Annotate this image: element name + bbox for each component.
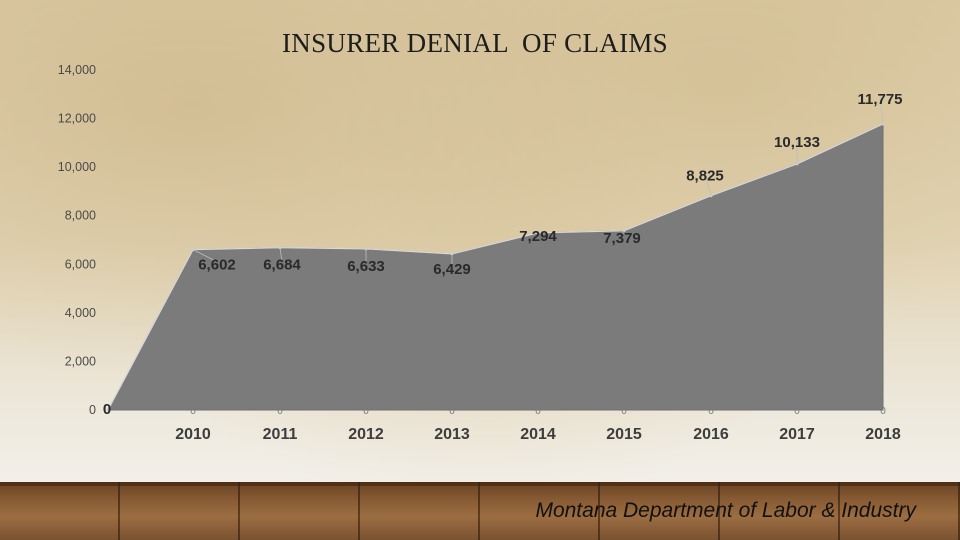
data-label: 6,429: [433, 261, 471, 278]
data-label: 6,684: [263, 257, 301, 274]
leader-line: [279, 247, 283, 262]
leader-line: [621, 230, 625, 235]
y-tick-label: 10,000: [58, 160, 96, 174]
baseline-zero-label: 0: [708, 406, 714, 417]
x-tick-label: 2012: [348, 426, 384, 443]
data-label: 10,133: [774, 134, 820, 151]
x-tick-label: 2016: [693, 426, 729, 443]
leader-line: [704, 172, 712, 196]
data-point: [709, 194, 713, 198]
y-tick-label: 12,000: [58, 112, 96, 126]
data-label: 7,294: [519, 228, 557, 245]
wood-floor-strip: [0, 482, 960, 540]
data-label: 7,379: [603, 230, 641, 247]
baseline-zero-label: 0: [621, 406, 627, 417]
y-tick-label: 8,000: [65, 209, 96, 223]
y-tick-label: 4,000: [65, 306, 96, 320]
data-point: [364, 247, 368, 251]
source-credit: Montana Department of Labor & Industry: [535, 499, 916, 522]
data-label: 11,775: [857, 91, 902, 108]
x-tick-label: 2018: [865, 426, 901, 443]
x-tick-label: 2014: [520, 426, 556, 443]
baseline-zero-label: 0: [880, 406, 886, 417]
data-point: [536, 231, 540, 235]
y-tick-label: 0: [89, 403, 96, 417]
x-tick-label: 2015: [606, 426, 642, 443]
baseline-zero-label: 0: [535, 406, 541, 417]
data-label: 8,825: [686, 168, 724, 185]
data-point: [106, 408, 110, 412]
leader-line: [192, 249, 218, 263]
data-label: 6,602: [198, 257, 236, 274]
x-tick-label: 2010: [175, 426, 211, 443]
baseline-zero-label: 0: [277, 406, 283, 417]
x-tick-label: 2011: [263, 426, 298, 443]
data-label: 6,633: [347, 258, 385, 275]
leader-line: [879, 95, 884, 125]
y-tick-label: 2,000: [65, 354, 96, 368]
y-tick-label: 6,000: [65, 257, 96, 271]
baseline-zero-label: 0: [363, 406, 369, 417]
chart-title: INSURER DENIAL OF CLAIMS: [281, 28, 668, 58]
y-tick-label: 14,000: [58, 63, 96, 77]
baseline-zero-label: 0: [190, 406, 196, 417]
data-label: 0: [103, 401, 111, 418]
baseline-zero-label: 0: [449, 406, 455, 417]
x-tick-label: 2013: [434, 426, 470, 443]
x-tick-label: 2017: [779, 426, 815, 443]
area-top-line: [107, 123, 884, 411]
baseline-zero-label: 0: [794, 406, 800, 417]
